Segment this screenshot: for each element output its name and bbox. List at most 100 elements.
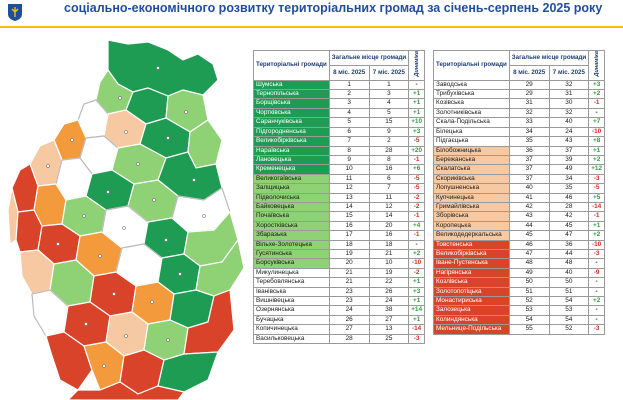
community-name-cell: Залозецька xyxy=(433,305,510,316)
dynamics-cell: +2 xyxy=(588,154,606,166)
rank-8-months-cell: 3 xyxy=(328,98,370,109)
rank-8-months-cell: 4 xyxy=(328,107,370,119)
community-name-cell: Вільхе-Золотецька xyxy=(253,239,330,250)
dynamics-cell: +8 xyxy=(588,136,606,147)
dynamics-cell: -5 xyxy=(408,136,426,147)
rank-8-months-cell: 43 xyxy=(508,211,550,222)
rank-7-months-cell: 14 xyxy=(368,211,410,222)
rank-7-months-cell: 1 xyxy=(368,79,410,91)
dynamics-cell: - xyxy=(588,277,606,288)
community-name-cell: Скалатська xyxy=(433,164,510,175)
page-title: соціально-економічного розвитку територі… xyxy=(64,1,603,15)
community-name-cell: Купчинецька xyxy=(433,192,510,203)
table-row: Товстенська 46 36 -10 xyxy=(433,239,606,250)
rank-7-months-cell: 51 xyxy=(548,286,590,298)
rank-8-months-cell: 14 xyxy=(328,201,370,213)
community-name-cell: Білобожницька xyxy=(433,145,510,156)
table-row: Іване-Пустенська 48 48- xyxy=(433,258,606,269)
rank-8-months-cell: 32 xyxy=(508,107,550,119)
table-row: Гримайлівська 42 28 -14 xyxy=(433,201,606,213)
community-name-cell: Бережанська xyxy=(433,154,510,166)
table-row: Шумська 1 1- xyxy=(253,79,426,91)
table-row: Білобожницька 36 37 +1 xyxy=(433,145,606,156)
dynamics-cell: -2 xyxy=(408,192,426,203)
table-row: Микулинецька 21 19 -2 xyxy=(253,267,426,279)
rank-8-months-cell: 31 xyxy=(508,98,550,109)
table-row: Лановецька 9 8 -1 xyxy=(253,154,426,166)
rank-7-months-cell: 2 xyxy=(368,136,410,147)
rank-8-months-cell: 18 xyxy=(328,239,370,250)
ranking-table-right: Територіальні громади Загальне місце гро… xyxy=(433,50,606,335)
community-name-cell: Козівська xyxy=(433,98,510,109)
rank-8-months-cell: 6 xyxy=(328,126,370,138)
dynamics-cell: +1 xyxy=(408,314,426,326)
table-row: Копичинецька 27 13 -14 xyxy=(253,324,426,335)
rank-7-months-cell: 10 xyxy=(368,258,410,269)
table-row: Золотниківська 32 32- xyxy=(433,107,606,119)
table-row: Хоростківська 16 20 +4 xyxy=(253,220,426,232)
dynamics-cell: -2 xyxy=(408,201,426,213)
community-name-cell: Великодедеркальська xyxy=(433,230,510,241)
rank-8-months-cell: 8 xyxy=(328,145,370,156)
rank-8-months-cell: 47 xyxy=(508,248,550,260)
rank-8-months-cell: 24 xyxy=(328,305,370,316)
dynamics-cell: +12 xyxy=(588,164,606,175)
community-name-cell: Лановецька xyxy=(253,154,330,166)
dynamics-cell: +1 xyxy=(588,220,606,232)
table-row: Трибухівська 29 31 +2 xyxy=(433,89,606,100)
dynamics-cell: +2 xyxy=(588,230,606,241)
rank-7-months-cell: 7 xyxy=(368,183,410,194)
header-overall-place: Загальне місце громади xyxy=(508,50,590,66)
rank-8-months-cell: 2 xyxy=(328,89,370,100)
header-overall-place: Загальне місце громади xyxy=(328,50,410,66)
dynamics-cell: +10 xyxy=(408,117,426,128)
rank-8-months-cell: 9 xyxy=(328,154,370,166)
dynamics-cell: -2 xyxy=(408,267,426,279)
table-row: Залозецька 53 53- xyxy=(433,305,606,316)
header-community: Територіальні громади xyxy=(433,50,510,81)
rank-8-months-cell: 29 xyxy=(508,79,550,91)
table-row: Лопушненська 40 35 -5 xyxy=(433,183,606,194)
table-row: Скориківська 37 34 -3 xyxy=(433,173,606,185)
table-row: Великобірківська 7 2 -5 xyxy=(253,136,426,147)
community-name-cell: Гримайлівська xyxy=(433,201,510,213)
community-name-cell: Монастириська xyxy=(433,295,510,307)
dynamics-cell: -1 xyxy=(588,211,606,222)
rank-7-months-cell: 8 xyxy=(368,154,410,166)
dynamics-cell: -10 xyxy=(588,126,606,138)
rank-8-months-cell: 37 xyxy=(508,173,550,185)
dynamics-cell: -1 xyxy=(408,230,426,241)
table-row: Борщівська 3 4 +1 xyxy=(253,98,426,109)
rank-7-months-cell: 36 xyxy=(548,239,590,250)
community-name-cell: Мельнице-Подільська xyxy=(433,324,510,335)
header-8-months: 8 міс. 2025 xyxy=(508,64,550,81)
community-name-cell: Товстенська xyxy=(433,239,510,250)
header-community: Територіальні громади xyxy=(253,50,330,81)
rank-7-months-cell: 6 xyxy=(368,173,410,185)
rank-8-months-cell: 12 xyxy=(328,183,370,194)
map-district xyxy=(8,187,19,246)
table-row: Бучацька 26 27 +1 xyxy=(253,314,426,326)
dynamics-cell: -3 xyxy=(588,173,606,185)
community-name-cell: Золотниківська xyxy=(433,107,510,119)
rank-7-months-cell: 9 xyxy=(368,126,410,138)
dynamics-cell: - xyxy=(588,286,606,298)
rank-8-months-cell: 50 xyxy=(508,277,550,288)
dynamics-cell: - xyxy=(588,107,606,119)
community-name-cell: Скориківська xyxy=(433,173,510,185)
table-row: Підгаєцька 35 43 +8 xyxy=(433,136,606,147)
rank-8-months-cell: 15 xyxy=(328,211,370,222)
rank-8-months-cell: 11 xyxy=(328,173,370,185)
rank-7-months-cell: 37 xyxy=(548,145,590,156)
rank-7-months-cell: 35 xyxy=(548,183,590,194)
community-name-cell: Тернопільська xyxy=(253,89,330,100)
dynamics-cell: +3 xyxy=(408,126,426,138)
page-header: соціально-економічного розвитку територі… xyxy=(0,0,623,28)
rank-7-months-cell: 46 xyxy=(548,192,590,203)
community-name-cell: Зборівська xyxy=(433,211,510,222)
rank-7-months-cell: 53 xyxy=(548,305,590,316)
dynamics-cell: -10 xyxy=(408,258,426,269)
rank-7-months-cell: 18 xyxy=(368,239,410,250)
rank-8-months-cell: 23 xyxy=(328,286,370,298)
rank-7-months-cell: 31 xyxy=(548,89,590,100)
